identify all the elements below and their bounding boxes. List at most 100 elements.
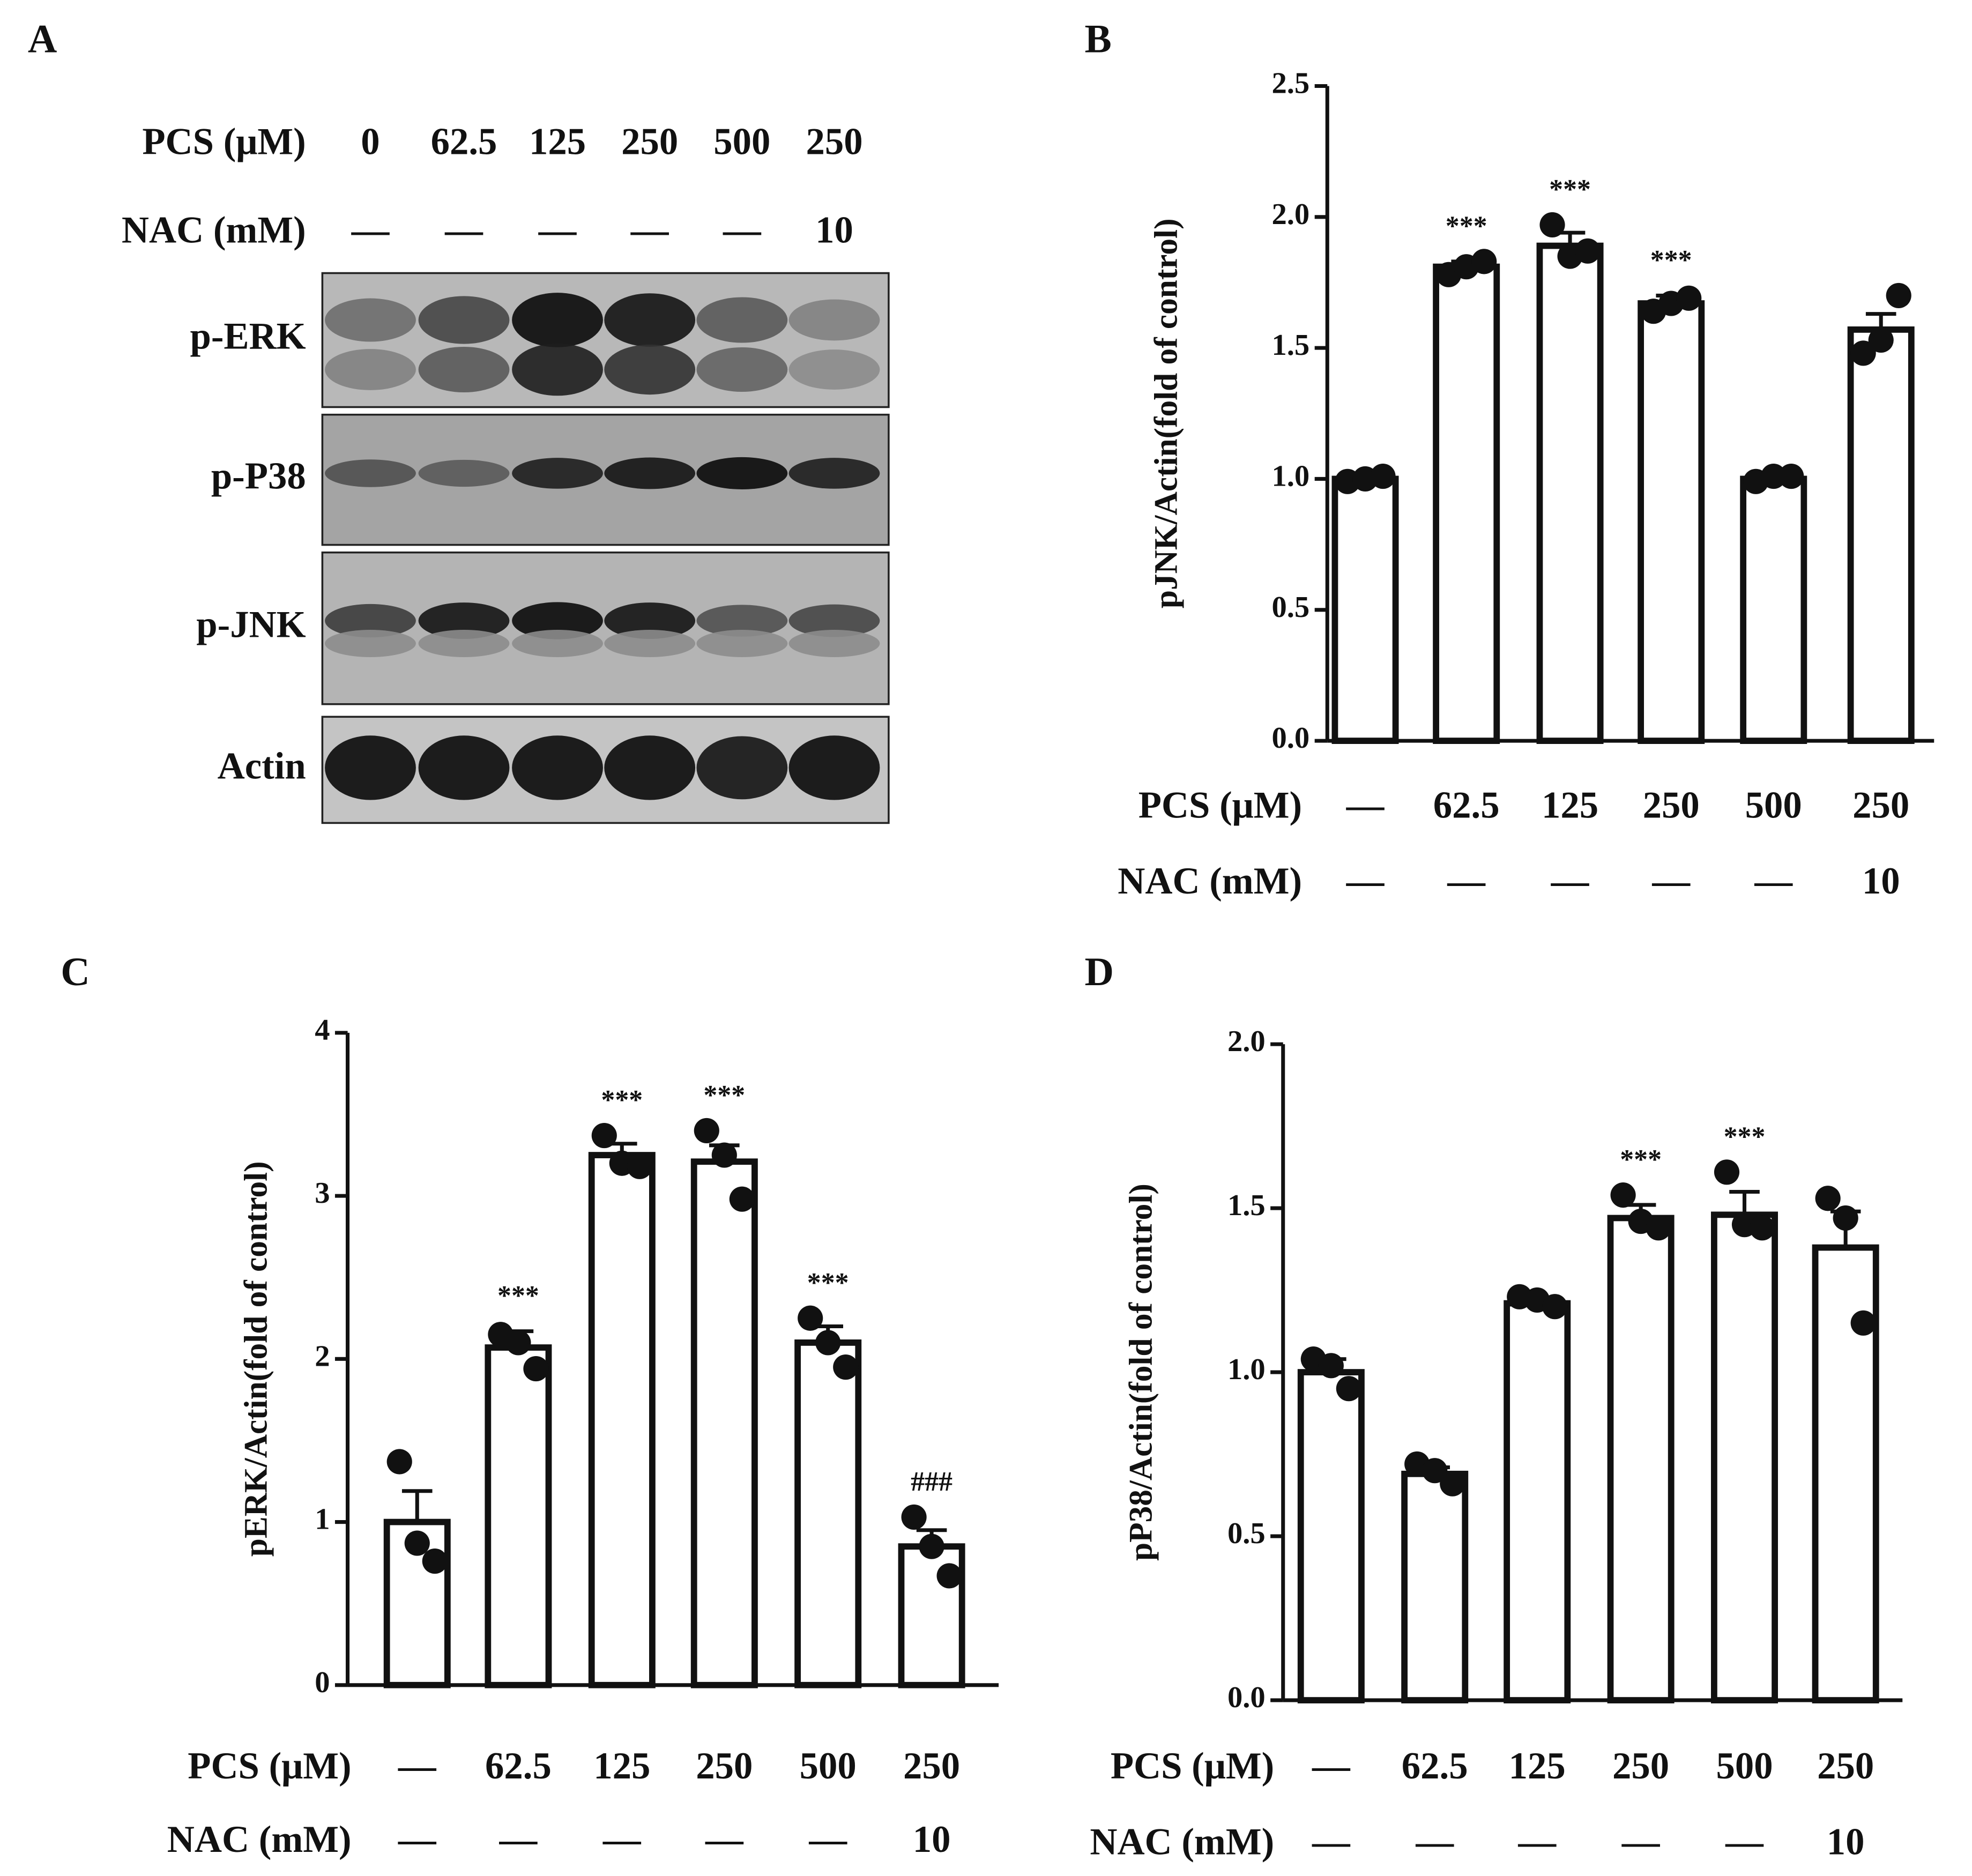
blot-lane-label: 250	[806, 121, 862, 163]
x-tick-label: —	[398, 1745, 437, 1787]
y-tick-label: 4	[315, 1014, 330, 1047]
x-tick-label: 500	[1716, 1745, 1773, 1787]
y-tick-label: 1.0	[1271, 459, 1309, 493]
y-tick-label: 2.0	[1271, 198, 1309, 231]
error-bar	[1729, 1189, 1760, 1215]
blot-band	[788, 299, 880, 341]
data-point	[1676, 285, 1702, 311]
x-tick-label: 125	[593, 1745, 650, 1787]
y-tick-label: 1.5	[1271, 329, 1309, 362]
bar	[1638, 300, 1705, 744]
data-point	[1868, 327, 1894, 353]
data-point	[1714, 1159, 1740, 1185]
x-tick-label: —	[1346, 785, 1385, 827]
error-bar	[1865, 312, 1896, 330]
significance-label: ***	[601, 1085, 643, 1115]
data-point	[798, 1305, 823, 1331]
panel-label: C	[61, 950, 90, 994]
data-point	[1440, 1471, 1465, 1497]
x-tick-label: 62.5	[485, 1745, 552, 1787]
blot-band	[696, 457, 788, 490]
data-point	[694, 1118, 719, 1143]
x-tick-label: —	[808, 1819, 847, 1860]
data-point	[1336, 1376, 1361, 1402]
y-axis-label: pJNK/Actin(fold of control)	[1148, 219, 1185, 609]
data-point	[422, 1548, 448, 1574]
x-tick-label: 250	[1643, 785, 1700, 827]
data-point	[591, 1122, 617, 1149]
error-bar	[401, 1489, 433, 1522]
x-tick-label: —	[1346, 860, 1385, 902]
bar	[588, 1152, 656, 1688]
blot-band	[604, 602, 696, 639]
blot-band	[604, 457, 696, 489]
y-tick-label: 2.0	[1227, 1025, 1266, 1058]
bar	[1740, 475, 1807, 744]
blot-band	[788, 458, 880, 489]
data-point	[1539, 212, 1565, 238]
bar	[1607, 1215, 1675, 1703]
data-point	[1833, 1205, 1858, 1231]
data-point	[1422, 1458, 1448, 1484]
bar	[1711, 1211, 1778, 1703]
y-axis-label: pP38/Actin(fold of control)	[1122, 1183, 1159, 1561]
blot-lane-label: —	[351, 210, 390, 251]
blot-band	[325, 298, 416, 342]
bar	[1536, 242, 1604, 744]
blot-band	[512, 343, 603, 396]
data-point	[386, 1449, 412, 1475]
significance-label: ***	[1446, 211, 1487, 241]
x-tick-label: —	[1754, 860, 1793, 902]
bar	[485, 1344, 552, 1688]
x-tick-label: 10	[1862, 860, 1900, 902]
x-tick-label: —	[1725, 1821, 1764, 1863]
significance-label: ###	[911, 1466, 952, 1497]
blot-row-label: NAC (mM)	[122, 210, 306, 251]
blot-band-label: p-P38	[211, 455, 306, 497]
x-tick-label: —	[1415, 1821, 1454, 1863]
bar	[794, 1339, 862, 1688]
blot-lane-label: 10	[815, 210, 853, 251]
blot-lane-label: —	[723, 210, 762, 251]
blot-band	[696, 297, 788, 343]
significance-label: ***	[807, 1268, 849, 1298]
blot-band	[696, 347, 788, 392]
blot-band	[418, 602, 510, 639]
x-tick-label: 500	[800, 1745, 857, 1787]
significance-label: ***	[703, 1080, 745, 1111]
x-tick-label: —	[1517, 1821, 1557, 1863]
data-point	[505, 1330, 531, 1356]
x-tick-label: —	[602, 1819, 642, 1860]
data-point	[919, 1533, 944, 1559]
bar	[1401, 1470, 1469, 1703]
blot-band	[512, 630, 603, 657]
panel-label: A	[28, 17, 57, 62]
data-point	[1778, 463, 1804, 489]
blot-band	[788, 630, 880, 657]
y-tick-label: 0.5	[1227, 1517, 1266, 1550]
data-point	[523, 1356, 549, 1382]
data-point	[1370, 463, 1396, 489]
bar	[1331, 475, 1399, 744]
data-point	[404, 1530, 430, 1556]
y-tick-label: 0.5	[1271, 591, 1309, 624]
blot-band	[325, 735, 416, 800]
panel-label: B	[1084, 17, 1111, 62]
x-tick-label: 125	[1509, 1745, 1566, 1787]
blot-band	[512, 735, 603, 800]
data-point	[815, 1330, 841, 1356]
blot-lane-label: 125	[529, 121, 586, 163]
significance-label: ***	[1549, 174, 1591, 205]
x-tick-label: 62.5	[1433, 785, 1500, 827]
data-point	[627, 1153, 652, 1179]
x-tick-label: 250	[696, 1745, 753, 1787]
data-point	[1749, 1215, 1775, 1241]
data-point	[833, 1354, 859, 1380]
blot-band	[418, 459, 510, 487]
significance-label: ***	[497, 1281, 539, 1311]
blot-band	[604, 344, 696, 395]
blot-band	[788, 604, 880, 637]
blot-lane-label: 250	[621, 121, 678, 163]
x-tick-label: —	[1447, 860, 1486, 902]
blot-band	[325, 604, 416, 638]
